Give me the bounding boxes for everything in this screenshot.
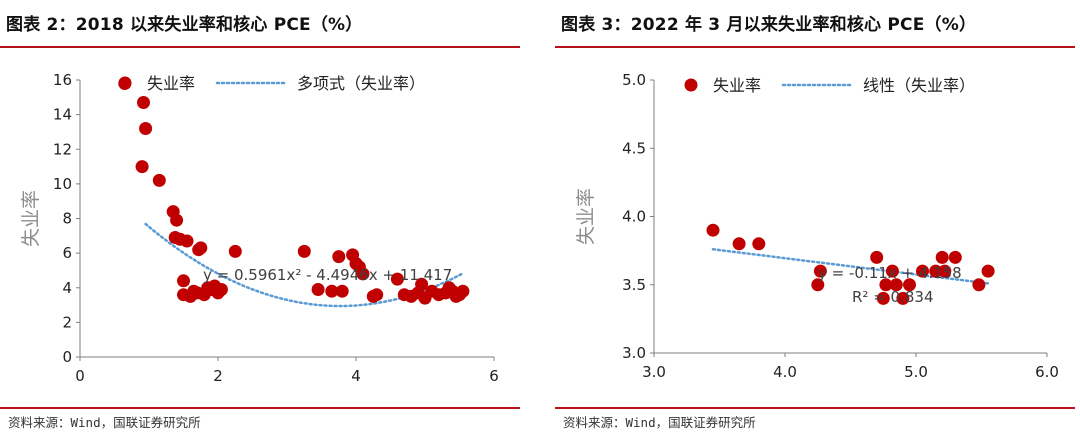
trendline — [711, 248, 990, 285]
chart-panel-right: 图表 3：2022 年 3 月以来失业率和核心 PCE（%） 3.0 3.5 4.0… — [555, 0, 1080, 434]
y-axis-label: 失业率 — [20, 190, 42, 247]
data-point — [938, 264, 952, 278]
title-rule — [555, 46, 1075, 48]
y-tick-label: 10 — [53, 175, 72, 193]
y-tick-label: 4.0 — [622, 208, 646, 226]
legend-marker — [118, 76, 132, 90]
data-point — [311, 283, 325, 296]
data-point — [732, 237, 746, 251]
y-tick-label: 3.0 — [622, 344, 646, 362]
data-point — [903, 278, 916, 292]
x-tick-label: 2 — [213, 367, 223, 385]
legend-trend-label: 多项式（失业率） — [297, 74, 425, 93]
data-point — [135, 160, 149, 174]
data-point — [896, 291, 910, 305]
data-point — [929, 264, 943, 278]
source-rule — [0, 407, 520, 409]
x-tick-label: 6.0 — [1035, 363, 1059, 381]
data-point — [335, 284, 349, 298]
legend-trend-label: 线性（失业率） — [863, 76, 975, 95]
data-point — [180, 234, 194, 248]
y-axis-label: 失业率 — [575, 188, 597, 245]
data-point — [885, 264, 899, 278]
chart-title: 图表 2：2018 以来失业率和核心 PCE（%） — [6, 15, 363, 35]
data-point — [935, 250, 949, 264]
data-point — [211, 286, 225, 300]
trend-equation: y = 0.5961x² - 4.4946x + 11.417 — [203, 266, 452, 284]
data-point — [981, 264, 995, 278]
source-note: 资料来源：Wind，国联证券研究所 — [8, 415, 201, 430]
data-point — [456, 284, 470, 298]
legend-label: 失业率 — [713, 76, 761, 95]
x-tick-label: 4 — [351, 367, 361, 385]
y-tick-label: 12 — [53, 140, 72, 158]
x-tick-label: 0 — [75, 367, 85, 385]
title-rule — [0, 46, 520, 48]
source-note: 资料来源：Wind，国联证券研究所 — [563, 415, 756, 430]
y-tick-label: 2 — [62, 313, 72, 331]
scatter-chart-left: 0 2 4 6 8 10 12 14 16 0 2 4 6 失业率 y = 0.5961x² - 4.494… — [20, 71, 499, 385]
data-point — [876, 291, 890, 305]
data-point — [752, 237, 766, 251]
data-point — [813, 264, 827, 278]
y-tick-label: 14 — [53, 106, 72, 124]
data-point — [370, 288, 384, 302]
legend-label: 失业率 — [147, 74, 195, 93]
chart-panel-left: 图表 2：2018 以来失业率和核心 PCE（%） 0 2 4 6 8 10 12 14 16 0… — [0, 0, 525, 434]
y-tick-label: 16 — [53, 71, 72, 89]
data-point — [297, 244, 311, 258]
data-point — [889, 278, 903, 292]
data-point — [170, 213, 184, 227]
y-tick-label: 3.5 — [622, 276, 646, 294]
data-point — [879, 278, 893, 292]
scatter-chart-right: 3.0 3.5 4.0 4.5 5.0 3.0 4.0 5.0 6.0 失业率 y = -0.11x… — [575, 71, 1059, 381]
data-point — [152, 173, 166, 187]
data-point — [192, 243, 206, 257]
source-rule — [555, 407, 1075, 409]
y-tick-label: 4.5 — [622, 139, 646, 157]
data-point — [870, 250, 884, 264]
data-point — [356, 267, 370, 281]
data-point — [972, 278, 986, 292]
data-point — [137, 96, 150, 109]
trend-r-squared: R² = 0.834 — [852, 288, 933, 306]
trend-equation: y = -0.11x + 4.158 — [818, 264, 962, 282]
x-tick-label: 3.0 — [642, 363, 666, 381]
y-tick-label: 5.0 — [622, 71, 646, 89]
x-tick-label: 4.0 — [773, 363, 797, 381]
y-tick-label: 6 — [62, 244, 72, 262]
y-tick-label: 0 — [62, 348, 72, 366]
data-point — [948, 250, 962, 264]
legend-marker — [684, 78, 698, 92]
data-point — [139, 122, 153, 135]
data-point — [415, 277, 429, 291]
data-point — [177, 274, 190, 288]
x-tick-label: 6 — [489, 367, 499, 385]
data-point — [811, 278, 825, 292]
data-point — [332, 250, 346, 264]
data-point — [325, 284, 339, 298]
data-point — [916, 264, 929, 278]
chart-title: 图表 3：2022 年 3 月以来失业率和核心 PCE（%） — [561, 15, 977, 35]
data-point — [390, 272, 404, 286]
y-tick-label: 4 — [62, 279, 72, 297]
y-tick-label: 8 — [62, 210, 72, 228]
data-point — [228, 244, 242, 258]
x-tick-label: 5.0 — [904, 363, 928, 381]
data-point — [706, 223, 720, 237]
